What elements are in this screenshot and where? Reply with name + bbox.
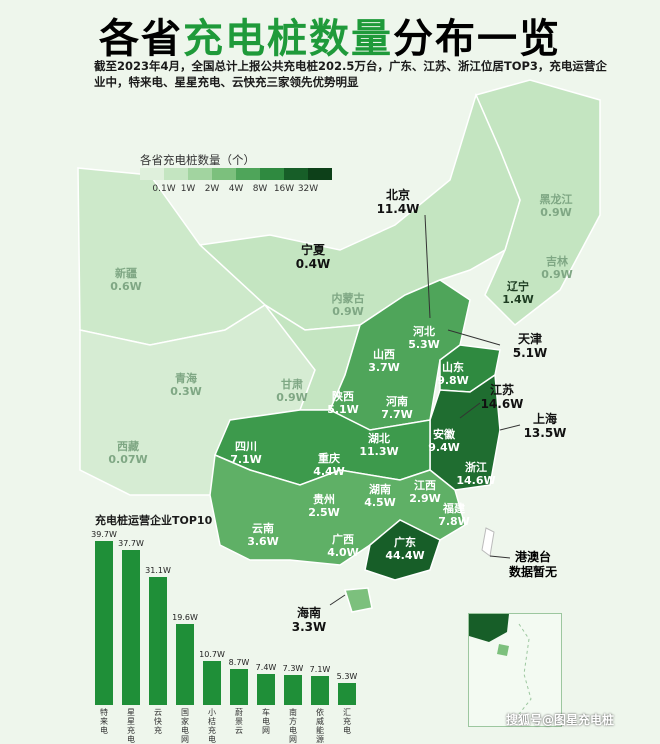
bar xyxy=(176,624,194,705)
tianjin-pointer xyxy=(447,329,501,346)
bar-value-label: 7.3W xyxy=(282,663,304,673)
legend-swatch xyxy=(236,168,260,180)
province-label-hebei: 河北 5.3W xyxy=(408,325,440,351)
bar-value-label: 5.3W xyxy=(336,672,358,682)
province-label-heilongjiang: 黑龙江 0.9W xyxy=(539,193,573,219)
page-title: 各省充电桩数量分布一览 xyxy=(99,16,561,62)
legend-label: 2W xyxy=(204,184,220,194)
province-label-shandong: 山东 9.8W xyxy=(437,361,469,387)
taiwan-pointer xyxy=(489,555,511,559)
bar-category-label: 国家电网 xyxy=(181,708,189,744)
bar-chart: 39.7W 37.7W 31.1W 19.6W 10.7W 8.7W 7.4W 7.3W 7.1… xyxy=(91,530,365,705)
bar-category-label: 特来电 xyxy=(100,708,108,735)
province-label-shaanxi: 陕西 5.1W xyxy=(327,390,359,416)
watermark: 搜狐号@图星充电桩 xyxy=(506,713,615,727)
bar-category-label: 小桔充电 xyxy=(208,708,216,744)
province-label-beijing: 北京 11.4W xyxy=(376,188,420,216)
legend-title: 各省充电桩数量（个） xyxy=(140,153,255,167)
province-label-guangxi: 广西 4.0W xyxy=(327,533,359,559)
legend-swatch xyxy=(308,168,332,180)
bar xyxy=(203,660,221,705)
legend-label: 8W xyxy=(252,184,268,194)
bar-value-label: 8.7W xyxy=(228,658,250,668)
region-taiwan xyxy=(481,527,495,557)
no-data-label: 港澳台 数据暂无 xyxy=(508,550,558,579)
province-label-shanxi: 山西 3.7W xyxy=(368,348,400,374)
legend-swatch xyxy=(140,168,164,180)
bar-category-label: 云快充 xyxy=(154,708,162,735)
bar xyxy=(95,541,113,705)
legend-swatch xyxy=(260,168,284,180)
bar-value-label: 31.1W xyxy=(145,565,171,575)
province-label-fujian: 福建 7.8W xyxy=(438,502,470,528)
legend-swatch xyxy=(212,168,236,180)
province-label-henan: 河南 7.7W xyxy=(381,395,413,421)
bar-category-label: 星星充电 xyxy=(127,708,135,744)
bar xyxy=(230,669,248,705)
bar xyxy=(311,675,329,705)
bar-value-label: 37.7W xyxy=(118,538,144,548)
province-label-jiangxi: 江西 2.9W xyxy=(409,479,441,505)
province-label-hunan: 湖南 4.5W xyxy=(364,483,396,509)
bar xyxy=(149,576,167,705)
province-label-hubei: 湖北 11.3W xyxy=(359,432,399,458)
legend-swatch xyxy=(188,168,212,180)
page-subtitle: 截至2023年4月，全国总计上报公共充电桩202.5万台，广东、江苏、浙江位居T… xyxy=(94,59,607,89)
legend-label: 16W xyxy=(273,184,295,194)
province-label-guizhou: 贵州 2.5W xyxy=(308,493,340,519)
shanghai-pointer xyxy=(499,424,521,431)
beijing-pointer xyxy=(424,214,431,319)
province-label-jilin: 吉林 0.9W xyxy=(541,255,573,281)
province-label-yunnan: 云南 3.6W xyxy=(247,522,279,548)
bar-category-label: 蔚景云 xyxy=(235,708,243,735)
province-label-zhejiang: 浙江 14.6W xyxy=(456,461,496,487)
legend-swatch xyxy=(164,168,188,180)
province-label-ningxia: 宁夏 0.4W xyxy=(295,243,331,271)
province-label-gansu: 甘肃 0.9W xyxy=(276,378,308,404)
province-label-tianjin: 天津 5.1W xyxy=(512,332,548,360)
jiangsu-pointer xyxy=(459,402,481,419)
legend-label: 0.1W xyxy=(152,184,176,194)
bar-category-label: 依威能源 xyxy=(316,708,324,744)
bar-value-label: 19.6W xyxy=(172,613,198,623)
province-label-chongqing: 重庆 4.4W xyxy=(313,452,345,478)
region-south xyxy=(209,453,466,566)
province-label-qinghai: 青海 0.3W xyxy=(170,372,202,398)
legend-label: 32W xyxy=(297,184,319,194)
legend-swatches xyxy=(140,168,332,180)
bar-value-label: 7.1W xyxy=(309,664,331,674)
legend-label: 1W xyxy=(180,184,196,194)
bar-value-label: 10.7W xyxy=(199,649,225,659)
region-guangdong xyxy=(364,519,441,581)
bar xyxy=(338,683,356,705)
province-label-liaoning: 辽宁 1.4W xyxy=(502,280,534,306)
province-label-guangdong: 广东 44.4W xyxy=(385,536,425,562)
bar-category-label: 汇充电 xyxy=(343,708,351,735)
province-label-shanghai: 上海 13.5W xyxy=(523,412,567,440)
legend-swatch xyxy=(284,168,308,180)
province-label-anhui: 安徽 9.4W xyxy=(428,428,460,454)
bar xyxy=(122,549,140,705)
bar-chart-title: 充电桩运营企业TOP10 xyxy=(95,514,213,527)
bar-category-label: 车电网 xyxy=(262,708,270,735)
province-label-neimenggu: 内蒙古 0.9W xyxy=(331,292,365,318)
south-china-sea-inset xyxy=(468,613,562,727)
province-label-sichuan: 四川 7.1W xyxy=(230,440,262,466)
bar-value-label: 7.4W xyxy=(255,663,277,673)
hainan-pointer xyxy=(329,594,346,606)
province-label-xinjiang: 新疆 0.6W xyxy=(110,267,142,293)
inset-map xyxy=(469,614,532,715)
region-hainan xyxy=(344,587,373,613)
legend-label: 4W xyxy=(228,184,244,194)
province-label-xizang: 西藏 0.07W xyxy=(108,440,148,466)
bar xyxy=(284,674,302,705)
province-label-jiangsu: 江苏 14.6W xyxy=(480,383,524,411)
bar-value-label: 39.7W xyxy=(91,530,117,540)
province-label-hainan: 海南 3.3W xyxy=(291,606,327,634)
bar-category-label: 南方电网 xyxy=(289,708,297,744)
bar xyxy=(257,674,275,705)
